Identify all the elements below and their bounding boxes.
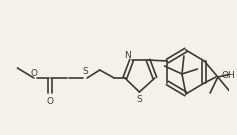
- Text: OH: OH: [222, 70, 236, 80]
- Text: S: S: [137, 95, 142, 104]
- Text: O: O: [30, 68, 37, 77]
- Text: N: N: [124, 50, 131, 60]
- Text: O: O: [47, 97, 54, 105]
- Text: S: S: [82, 68, 88, 77]
